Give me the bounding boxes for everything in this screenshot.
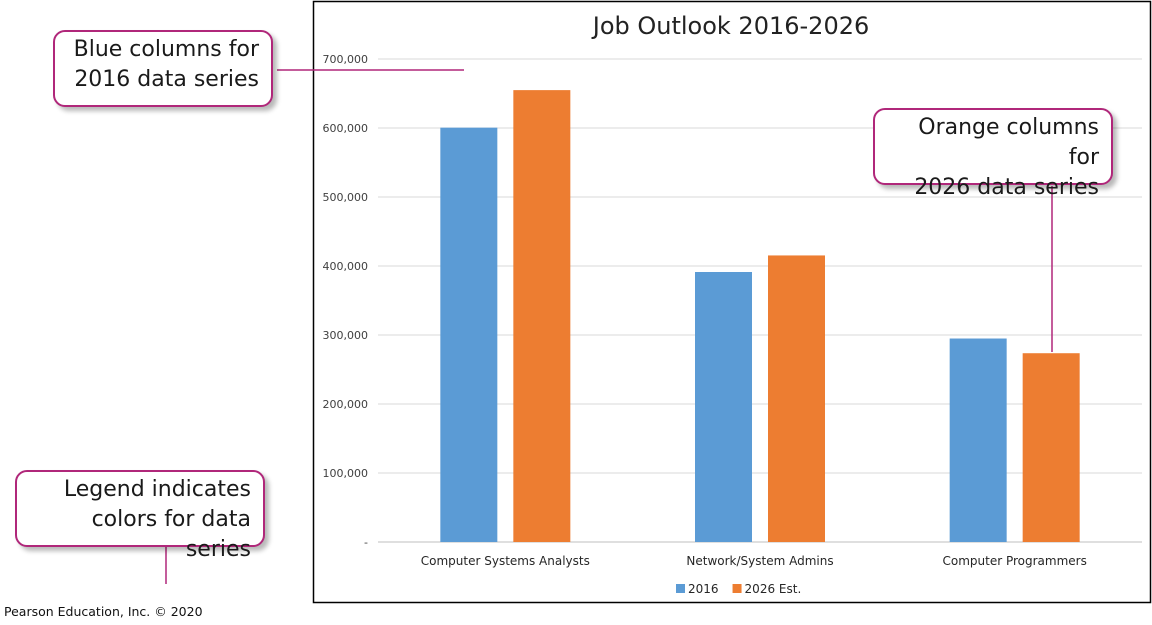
x-tick-label: Computer Programmers	[942, 554, 1086, 568]
legend-label: 2026 Est.	[745, 582, 802, 596]
legend-swatch	[676, 584, 685, 593]
blue-series-callout: Blue columns for 2016 data series	[53, 30, 273, 107]
bar	[1022, 353, 1080, 542]
bar	[513, 90, 571, 542]
y-tick-label: 300,000	[323, 329, 369, 342]
x-tick-label: Computer Systems Analysts	[421, 554, 590, 568]
bar	[695, 272, 752, 542]
bar	[949, 338, 1007, 542]
orange-series-callout: Orange columns for 2026 data series	[873, 108, 1113, 200]
bar	[768, 255, 825, 542]
y-tick-label: -	[364, 536, 368, 549]
y-axis-tick-labels: - 100,000 200,000 300,000 400,000 500,000 600,…	[323, 53, 369, 549]
legend: 2016 2026 Est.	[676, 582, 801, 596]
bars	[440, 90, 1080, 542]
y-tick-label: 100,000	[323, 467, 369, 480]
legend-swatch	[732, 584, 742, 593]
chart-title: Job Outlook 2016-2026	[591, 12, 870, 40]
bar	[440, 127, 498, 542]
legend-label: 2016	[688, 582, 719, 596]
y-tick-label: 400,000	[323, 260, 369, 273]
legend-callout: Legend indicates colors for data series	[15, 470, 265, 562]
y-tick-label: 700,000	[323, 53, 369, 66]
y-tick-label: 200,000	[323, 398, 369, 411]
y-tick-label: 500,000	[323, 191, 369, 204]
x-axis-tick-labels: Computer Systems Analysts Network/System …	[421, 554, 1087, 568]
y-tick-label: 600,000	[323, 122, 369, 135]
copyright-credit: Pearson Education, Inc. © 2020	[4, 604, 203, 619]
x-tick-label: Network/System Admins	[686, 554, 833, 568]
callout-leader-lines	[165, 69, 1053, 584]
